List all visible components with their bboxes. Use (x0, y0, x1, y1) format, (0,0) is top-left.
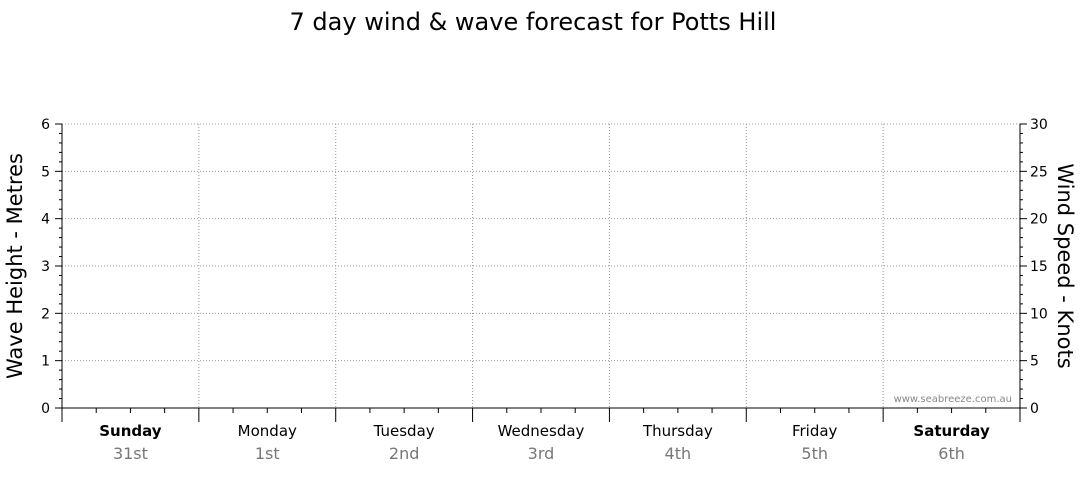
day-label: Monday (238, 422, 297, 440)
y-left-tick-label: 0 (41, 401, 50, 417)
date-label: 3rd (528, 444, 555, 463)
date-label: 6th (938, 444, 965, 463)
labels-layer: 0 1 2 3 4 5 6 0 5 10 15 20 25 30 Sunday 31st Monday 1st Tu… (41, 117, 1048, 463)
axes-layer (55, 123, 1027, 422)
date-label: 2nd (389, 444, 419, 463)
y-left-tick-label: 3 (41, 259, 50, 275)
y-left-axis-label: Wave Height - Metres (3, 153, 27, 379)
watermark: www.seabreeze.com.au (894, 394, 1012, 405)
y-right-tick-label: 0 (1030, 401, 1039, 417)
y-left-tick-label: 2 (41, 306, 50, 322)
day-label: Sunday (99, 422, 162, 440)
day-label: Saturday (913, 422, 990, 440)
y-right-tick-label: 20 (1030, 212, 1048, 228)
y-right-tick-label: 25 (1030, 164, 1048, 180)
y-left-tick-label: 6 (41, 117, 50, 133)
grid-layer (62, 123, 1020, 408)
y-right-axis-label: Wind Speed - Knots (1053, 163, 1077, 368)
chart-title: 7 day wind & wave forecast for Potts Hil… (290, 8, 777, 36)
date-label: 5th (801, 444, 828, 463)
day-label: Thursday (642, 422, 713, 440)
day-label: Tuesday (373, 422, 435, 440)
date-label: 4th (665, 444, 692, 463)
y-right-tick-label: 15 (1030, 259, 1048, 275)
day-label: Friday (792, 422, 838, 440)
y-right-tick-label: 5 (1030, 354, 1039, 370)
y-right-tick-label: 30 (1030, 117, 1048, 133)
date-label: 31st (113, 444, 148, 463)
y-left-tick-label: 5 (41, 164, 50, 180)
y-right-tick-label: 10 (1030, 306, 1048, 322)
y-left-tick-label: 4 (41, 212, 50, 228)
date-label: 1st (255, 444, 280, 463)
y-left-tick-label: 1 (41, 354, 50, 370)
day-label: Wednesday (498, 422, 585, 440)
